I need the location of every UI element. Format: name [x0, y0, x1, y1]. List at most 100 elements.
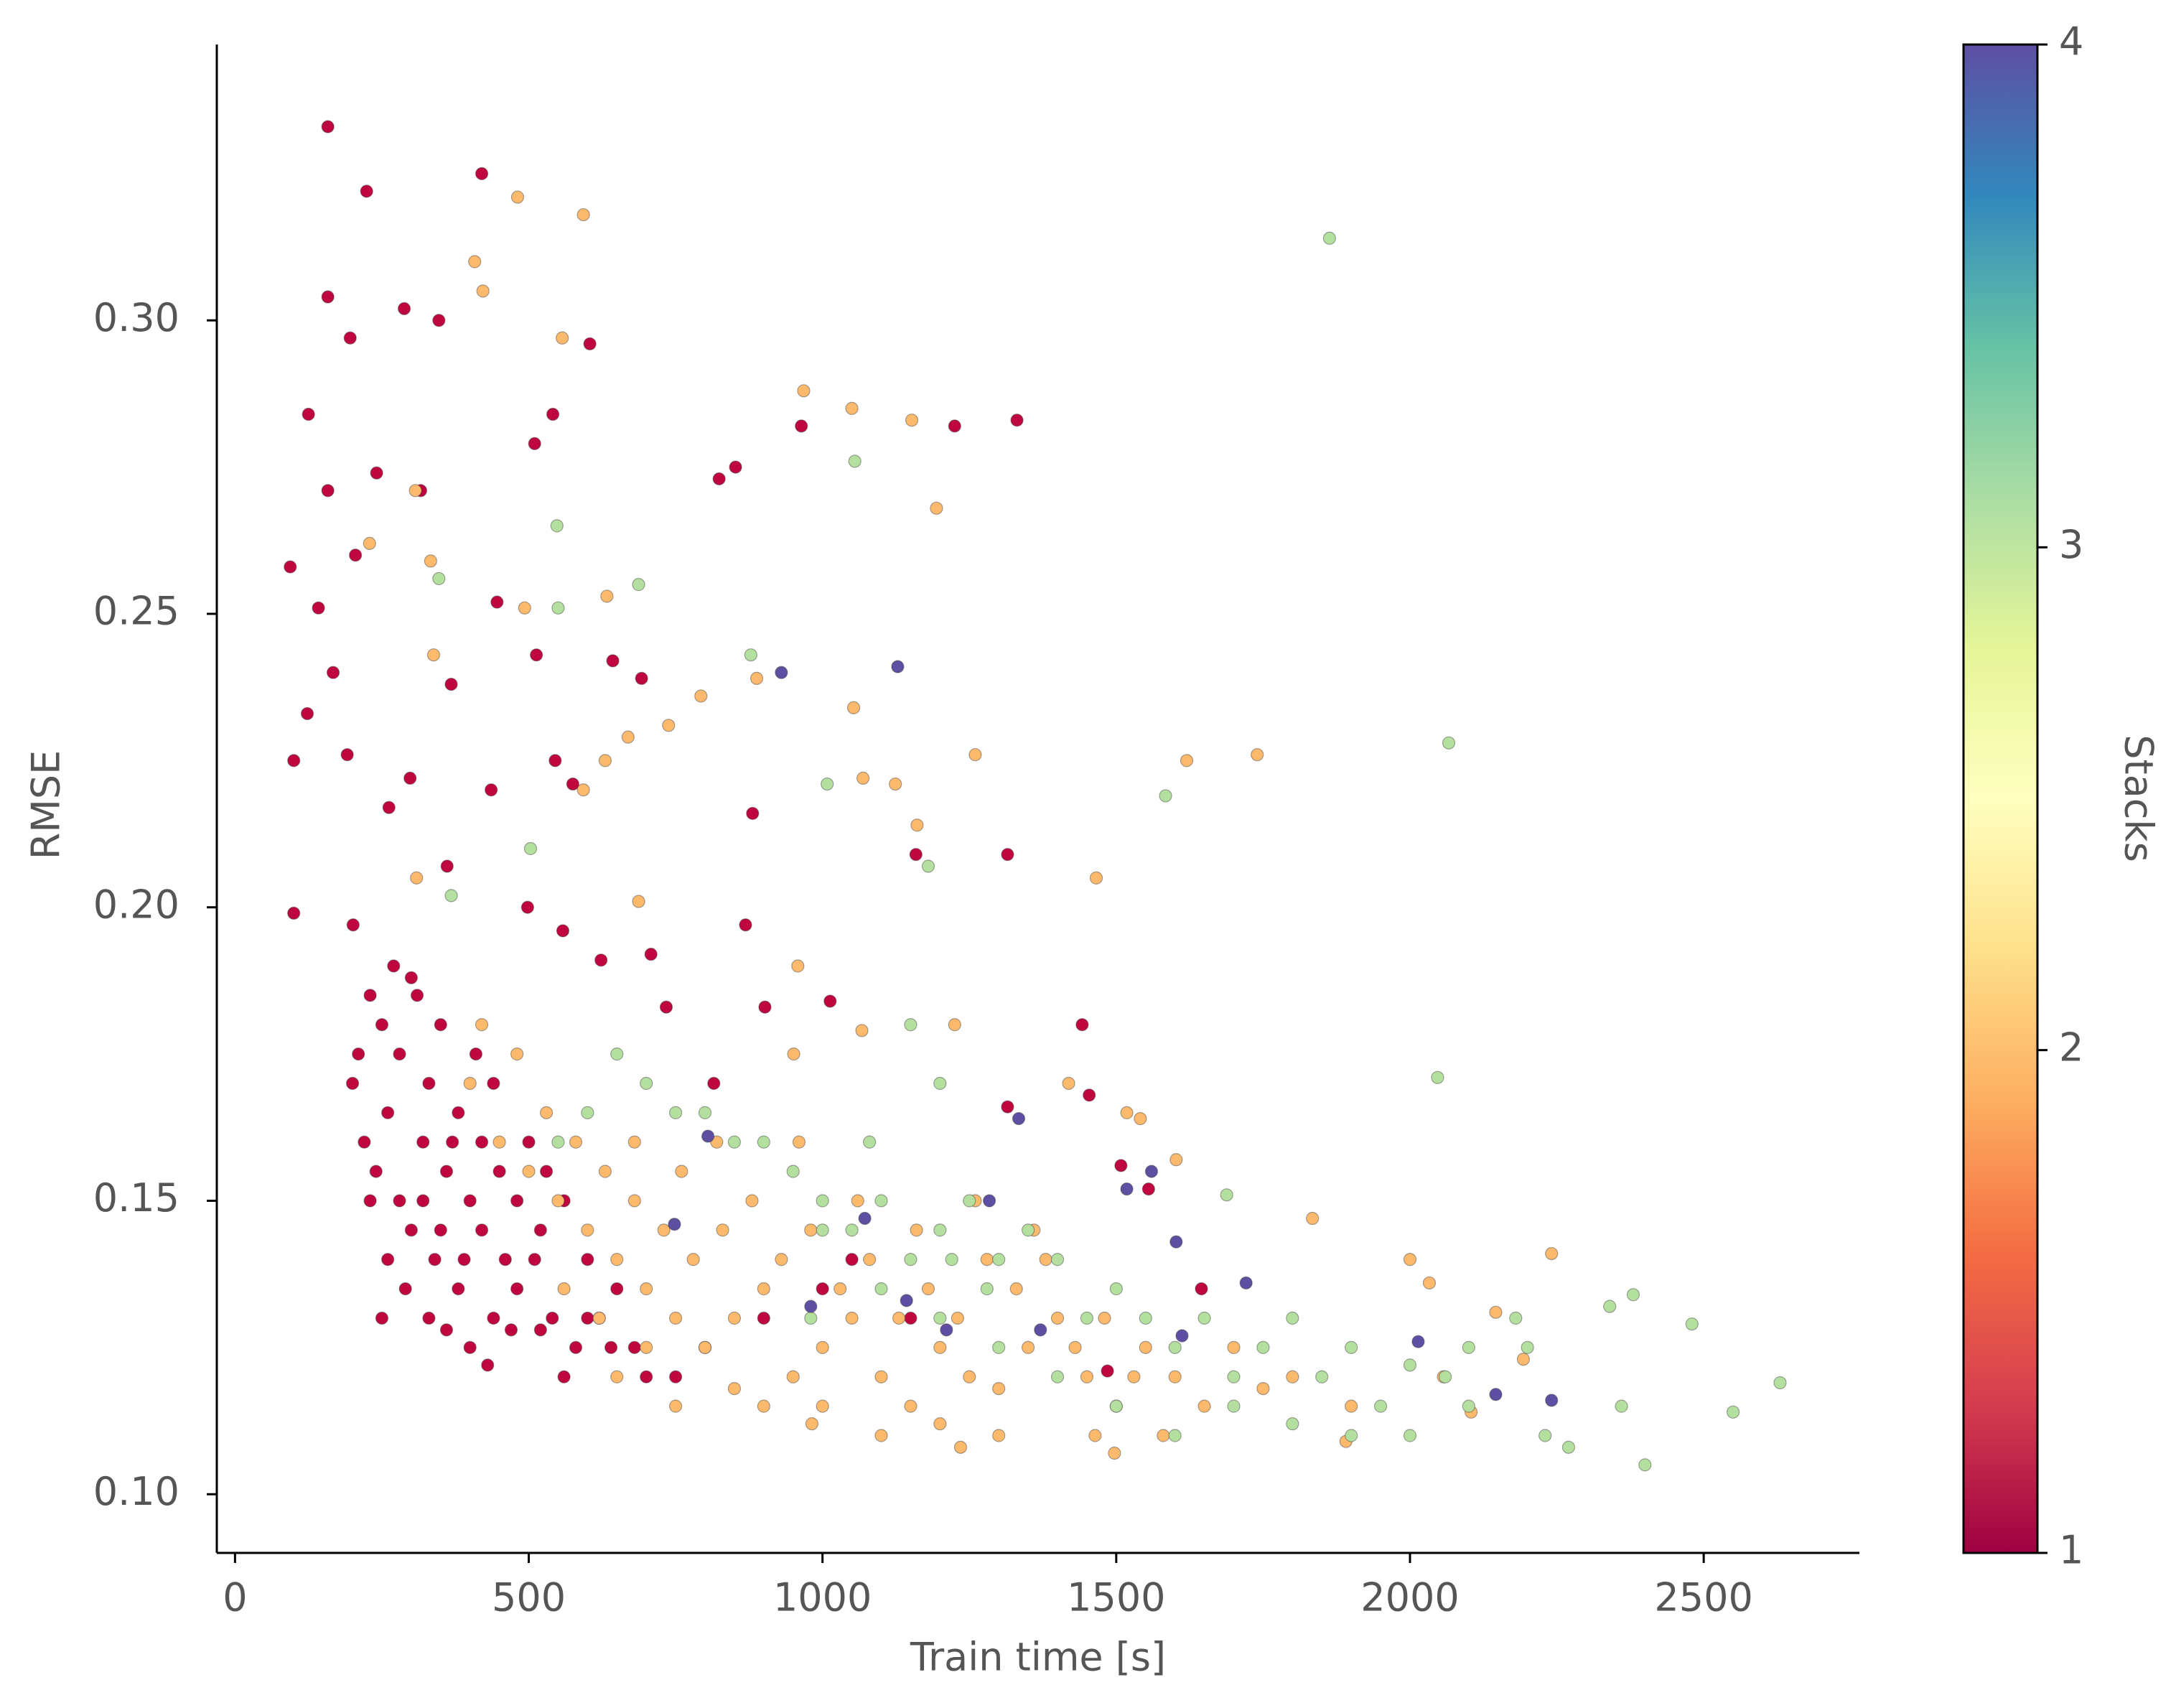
point: [659, 1000, 673, 1014]
point: [627, 1194, 641, 1208]
point: [698, 1340, 712, 1354]
point: [583, 337, 597, 351]
point: [727, 1311, 742, 1325]
point: [1227, 1370, 1241, 1383]
y-tick-label: 0.20: [93, 882, 179, 927]
point: [804, 1223, 818, 1237]
point: [528, 437, 541, 451]
x-tick-label: 500: [492, 1575, 566, 1620]
point: [604, 1340, 618, 1354]
point: [528, 1253, 541, 1266]
point: [816, 1194, 829, 1208]
point: [669, 1106, 683, 1119]
point: [833, 1282, 847, 1296]
point: [846, 701, 861, 714]
point: [1021, 1223, 1035, 1237]
point: [669, 1399, 683, 1413]
point: [569, 1135, 583, 1149]
point: [321, 484, 335, 498]
point: [746, 806, 760, 821]
point: [375, 1018, 389, 1032]
point: [657, 1223, 671, 1237]
point: [889, 777, 902, 791]
point-group: [284, 120, 1208, 1383]
point: [345, 1076, 360, 1091]
point: [729, 460, 742, 474]
point: [530, 648, 543, 662]
point: [369, 1165, 383, 1178]
point: [1220, 1188, 1233, 1202]
x-axis-label: Train time [s]: [910, 1635, 1166, 1680]
point: [940, 1323, 953, 1337]
point: [856, 771, 870, 785]
point: [804, 1311, 818, 1325]
point: [1403, 1358, 1417, 1372]
colorbar-tick-label: 3: [2059, 522, 2083, 567]
point: [346, 918, 360, 932]
point: [1139, 1340, 1152, 1354]
point: [510, 1282, 524, 1296]
point: [750, 671, 764, 686]
point: [1120, 1182, 1134, 1196]
point: [408, 484, 422, 498]
point: [910, 1223, 923, 1237]
point: [716, 1223, 729, 1237]
point: [909, 848, 923, 862]
point: [557, 1370, 571, 1383]
point: [468, 255, 482, 269]
point: [848, 454, 861, 468]
point: [321, 120, 335, 134]
y-tick-label: 0.10: [93, 1469, 179, 1514]
point: [640, 1076, 653, 1091]
point: [1001, 848, 1014, 862]
point: [504, 1323, 518, 1337]
point: [963, 1194, 976, 1208]
point: [476, 284, 490, 298]
point: [1422, 1276, 1437, 1290]
point: [1773, 1376, 1787, 1390]
point: [452, 1106, 465, 1119]
point: [1538, 1429, 1552, 1442]
point: [610, 1282, 624, 1296]
point: [326, 666, 340, 679]
point: [1139, 1311, 1152, 1325]
point: [792, 1135, 806, 1149]
point: [387, 959, 401, 973]
point: [1489, 1388, 1503, 1401]
point: [698, 1106, 712, 1119]
point: [632, 895, 645, 908]
point: [905, 414, 919, 427]
point: [426, 648, 441, 662]
point: [953, 1440, 968, 1454]
point: [948, 419, 961, 433]
point: [710, 1135, 724, 1149]
point: [904, 1399, 917, 1413]
point: [581, 1223, 594, 1237]
point: [858, 1211, 872, 1226]
point: [592, 1311, 606, 1325]
point: [1080, 1370, 1094, 1383]
point: [900, 1294, 913, 1307]
point: [363, 536, 376, 550]
point: [1083, 1088, 1096, 1102]
point: [1050, 1253, 1065, 1266]
point: [424, 554, 437, 568]
point: [891, 660, 905, 673]
x-tick-label: 1000: [773, 1575, 872, 1620]
point: [758, 1000, 772, 1014]
point: [1462, 1340, 1475, 1354]
point: [340, 748, 354, 762]
point: [1256, 1381, 1270, 1396]
point: [1516, 1353, 1531, 1366]
point: [757, 1399, 770, 1413]
point: [707, 1076, 721, 1091]
point: [1239, 1276, 1253, 1290]
point: [1180, 754, 1194, 767]
point: [1322, 231, 1336, 245]
point: [556, 924, 570, 938]
point: [1080, 1311, 1094, 1325]
point: [510, 190, 525, 204]
point: [640, 1370, 653, 1383]
point: [463, 1076, 477, 1091]
